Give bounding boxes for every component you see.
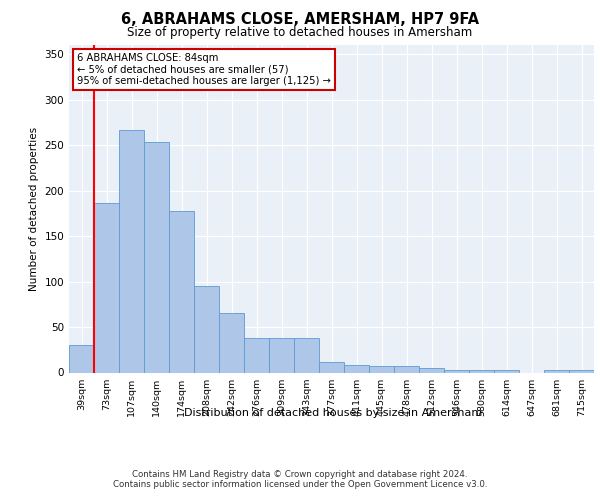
Bar — [169, 212, 194, 372]
Bar — [294, 338, 319, 372]
Bar — [69, 345, 94, 372]
Bar — [144, 142, 169, 372]
Text: 6, ABRAHAMS CLOSE, AMERSHAM, HP7 9FA: 6, ABRAHAMS CLOSE, AMERSHAM, HP7 9FA — [121, 12, 479, 28]
Bar — [194, 286, 219, 372]
Bar — [94, 204, 119, 372]
Bar — [419, 368, 444, 372]
Bar — [444, 370, 469, 372]
Bar — [319, 362, 344, 372]
Bar — [269, 338, 294, 372]
Text: 6 ABRAHAMS CLOSE: 84sqm
← 5% of detached houses are smaller (57)
95% of semi-det: 6 ABRAHAMS CLOSE: 84sqm ← 5% of detached… — [77, 53, 331, 86]
Bar — [569, 370, 594, 372]
Bar — [219, 314, 244, 372]
Bar — [494, 370, 519, 372]
Bar — [469, 370, 494, 372]
Y-axis label: Number of detached properties: Number of detached properties — [29, 126, 39, 291]
Bar — [344, 365, 369, 372]
Bar — [369, 366, 394, 372]
Bar — [394, 366, 419, 372]
Text: Distribution of detached houses by size in Amersham: Distribution of detached houses by size … — [184, 408, 482, 418]
Text: Contains HM Land Registry data © Crown copyright and database right 2024.
Contai: Contains HM Land Registry data © Crown c… — [113, 470, 487, 489]
Bar — [119, 130, 144, 372]
Bar — [544, 370, 569, 372]
Text: Size of property relative to detached houses in Amersham: Size of property relative to detached ho… — [127, 26, 473, 39]
Bar — [244, 338, 269, 372]
